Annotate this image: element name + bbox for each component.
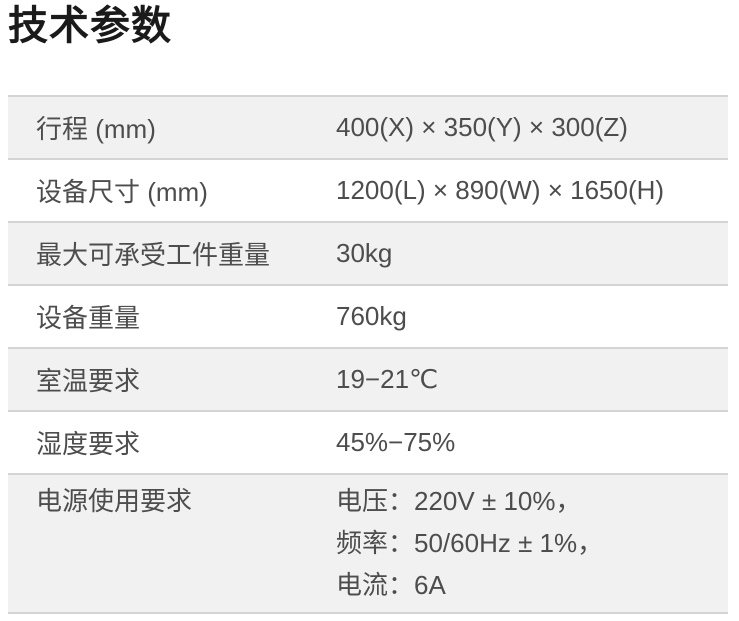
spec-value: 电压：220V ± 10%， 频率：50/60Hz ± 1%， 电流：6A [336,480,728,606]
spec-value: 30kg [336,238,393,268]
spec-value: 400(X) × 350(Y) × 300(Z) [336,112,628,142]
spec-label: 最大可承受工件重量 [36,240,271,270]
spec-value-line: 频率：50/60Hz ± 1%， [336,528,604,558]
page-title: 技术参数 [8,4,172,48]
table-row: 设备尺寸 (mm) 1200(L) × 890(W) × 1650(H) [8,158,728,221]
table-row: 设备重量 760kg [8,284,728,347]
spec-value: 760kg [336,301,407,331]
table-row: 最大可承受工件重量 30kg [8,221,728,284]
table-row: 室温要求 19−21℃ [8,347,728,410]
spec-value: 19−21℃ [336,364,439,394]
spec-label: 电源使用要求 [36,486,193,516]
spec-label: 设备重量 [36,303,141,333]
spec-value: 1200(L) × 890(W) × 1650(H) [336,175,665,205]
spec-table: 行程 (mm) 400(X) × 350(Y) × 300(Z) 设备尺寸 (m… [8,95,728,614]
spec-label: 行程 (mm) [36,114,156,144]
table-row: 湿度要求 45%−75% [8,410,728,473]
spec-label: 湿度要求 [36,429,141,459]
spec-value: 45%−75% [336,427,456,457]
table-row: 电源使用要求 电压：220V ± 10%， 频率：50/60Hz ± 1%， 电… [8,473,728,614]
spec-label: 设备尺寸 (mm) [36,177,208,207]
spec-value-line: 电压：220V ± 10%， [336,486,582,516]
spec-label: 室温要求 [36,366,141,396]
table-row: 行程 (mm) 400(X) × 350(Y) × 300(Z) [8,95,728,158]
spec-value-line: 电流：6A [336,570,446,600]
